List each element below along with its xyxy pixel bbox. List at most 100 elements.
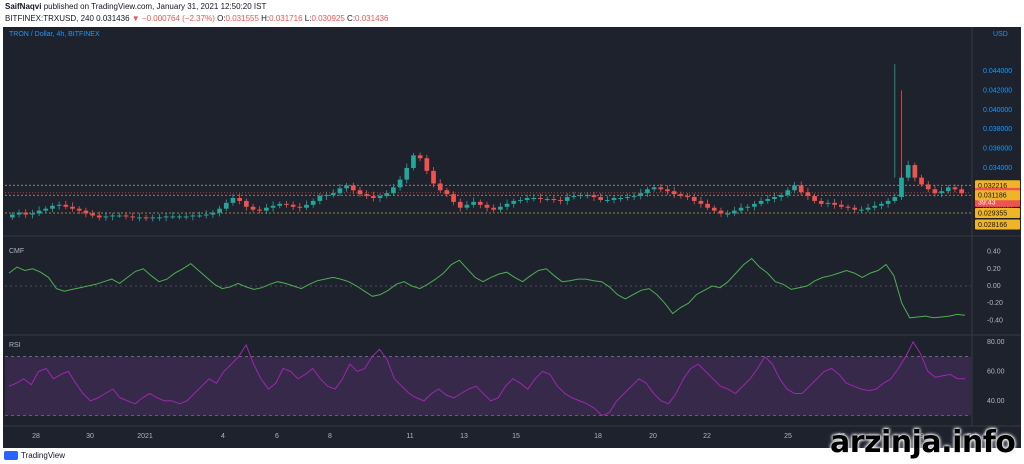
- tradingview-logo-text: TradingView: [21, 451, 66, 460]
- candle-body: [16, 212, 22, 215]
- candle-body: [411, 155, 416, 168]
- candle-body: [645, 189, 650, 194]
- price-tick-label: 0.042000: [983, 87, 1012, 94]
- time-tick-label: 29: [916, 433, 924, 440]
- candle-body: [130, 216, 136, 218]
- candle-body: [297, 206, 303, 208]
- candle-body: [404, 167, 410, 180]
- candle-body: [344, 185, 349, 189]
- candle-body: [110, 215, 115, 217]
- footer: TradingView: [0, 448, 1024, 464]
- candle-body: [397, 179, 403, 188]
- candle-body: [123, 215, 129, 217]
- candle-body: [618, 198, 624, 200]
- price-pane-title: TRON / Dollar, 4h, BITFINEX: [9, 31, 100, 38]
- candle-body: [832, 202, 837, 205]
- price-tick-label: 0.030000: [983, 204, 1012, 211]
- candle-body: [230, 198, 236, 203]
- candle-body: [317, 196, 323, 201]
- candle-body: [324, 195, 329, 197]
- rsi-tick-label: 40.00: [987, 398, 1005, 405]
- candle-body: [444, 190, 450, 195]
- low-label: L:: [304, 14, 312, 23]
- candle-body: [611, 198, 617, 200]
- candle-body: [591, 195, 597, 198]
- candle-body: [805, 192, 811, 197]
- candle-body: [531, 198, 537, 200]
- candle-body: [678, 194, 684, 197]
- candle-body: [865, 207, 871, 210]
- candle-body: [277, 203, 283, 206]
- candle-body: [912, 165, 918, 178]
- candle-body: [30, 213, 35, 215]
- open-label: O:: [217, 14, 226, 23]
- candle-body: [116, 215, 122, 217]
- rsi-tick-label: 80.00: [987, 339, 1005, 346]
- candle-body: [638, 193, 644, 197]
- ohlc-line: BITFINEX:TRXUSD, 240 0.031436 ▼ −0.00076…: [5, 14, 388, 23]
- candle-body: [538, 198, 543, 200]
- tradingview-logo[interactable]: TradingView: [4, 451, 66, 461]
- candle-body: [270, 205, 276, 208]
- candle-body: [892, 197, 898, 201]
- candle-body: [424, 158, 430, 171]
- time-tick-label: Feb: [967, 433, 979, 440]
- price-tick-label: 0.044000: [983, 68, 1012, 75]
- candle-body: [484, 204, 490, 208]
- price-label-text: 0.032216: [978, 183, 1007, 190]
- candle-body: [223, 202, 229, 209]
- candle-body: [571, 196, 577, 198]
- candle-body: [698, 200, 704, 204]
- candle-body: [250, 206, 256, 210]
- time-tick-label: 25: [784, 433, 792, 440]
- candle-body: [845, 206, 851, 208]
- candle-body: [859, 209, 864, 211]
- price-axis-unit: USD: [993, 31, 1008, 38]
- candle-body: [671, 191, 677, 195]
- candle-body: [43, 208, 49, 211]
- price-label-box: [975, 208, 1020, 219]
- cmf-tick-label: 0.00: [987, 283, 1001, 290]
- candle-body: [163, 216, 169, 218]
- cmf-tick-label: -0.20: [987, 300, 1003, 307]
- time-tick-label: 15: [512, 433, 520, 440]
- time-tick-label: 22: [703, 433, 711, 440]
- candle-body: [752, 203, 757, 207]
- candle-body: [364, 194, 370, 197]
- candle-body: [939, 191, 944, 194]
- candle-body: [217, 208, 222, 213]
- chart-area[interactable]: TRON / Dollar, 4h, BITFINEX USD 0.044000 0.…: [3, 27, 1021, 448]
- tradingview-logo-icon: [4, 451, 18, 461]
- time-tick-label: 28: [32, 433, 40, 440]
- price-label-box: [975, 180, 1020, 191]
- candle-body: [63, 204, 69, 207]
- author-name[interactable]: SaifNaqvi: [5, 2, 42, 11]
- close-value: 0.031436: [355, 14, 389, 23]
- candle-body: [604, 199, 610, 201]
- candle-body: [143, 217, 149, 219]
- candle-body: [464, 204, 470, 208]
- candle-body: [330, 193, 336, 196]
- candle-body: [658, 187, 664, 190]
- candle-body: [10, 214, 15, 218]
- candle-body: [959, 189, 964, 194]
- candle-body: [584, 195, 590, 197]
- candle-body: [477, 201, 483, 205]
- candle-body: [798, 185, 804, 193]
- price-label-text: 0.028166: [978, 222, 1007, 229]
- cmf-tick-label: -0.40: [987, 317, 1003, 324]
- candle-body: [872, 205, 878, 208]
- candle-body: [945, 187, 951, 192]
- candle-body: [691, 197, 697, 201]
- candle-body: [284, 203, 289, 205]
- chart-header: SaifNaqvi published on TradingView.com, …: [3, 0, 1021, 28]
- candle-body: [745, 206, 751, 208]
- open-value: 0.031555: [225, 14, 259, 23]
- candle-body: [36, 210, 42, 214]
- candle-body: [197, 215, 202, 217]
- candle-body: [524, 198, 530, 200]
- chart-svg[interactable]: TRON / Dollar, 4h, BITFINEX USD 0.044000 0.…: [3, 27, 1021, 448]
- candle-body: [852, 207, 858, 210]
- candle-body: [304, 204, 309, 208]
- candle-body: [879, 203, 884, 206]
